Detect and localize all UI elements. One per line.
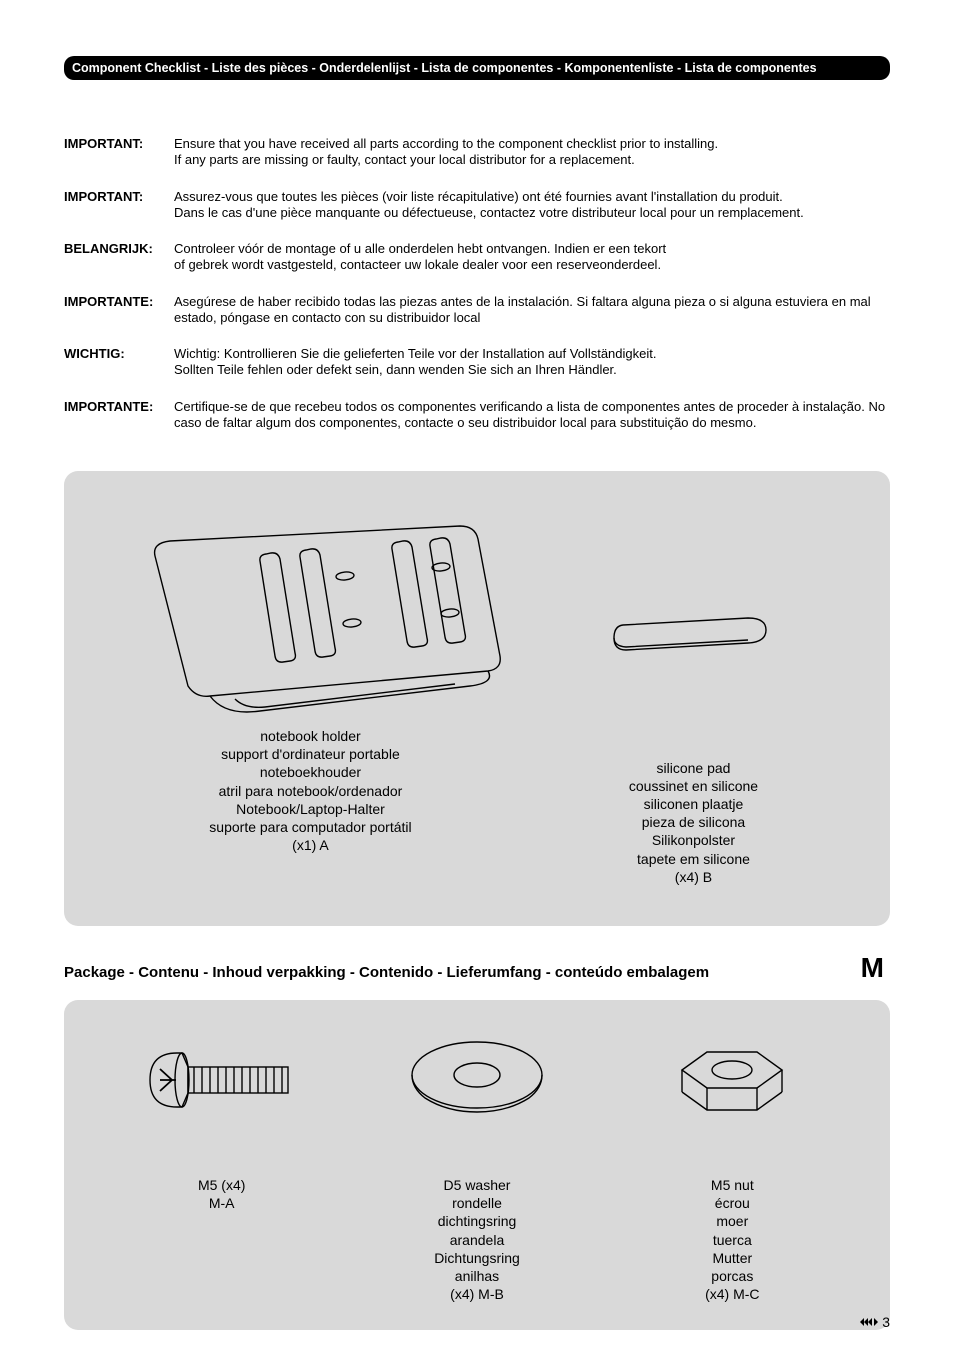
screw-icon [132, 1020, 312, 1140]
important-notice: IMPORTANTE:Certifique-se de que recebeu … [64, 399, 890, 432]
important-label: IMPORTANT: [64, 189, 174, 222]
important-notice: BELANGRIJK:Controleer vóór de montage of… [64, 241, 890, 274]
page-number-text: 3 [882, 1314, 890, 1330]
important-text: Wichtig: Kontrollieren Sie die geliefert… [174, 346, 890, 379]
important-text: Certifique-se de que recebeu todos os co… [174, 399, 890, 432]
component-mb: D5 washer rondelle dichtingsring arandel… [349, 1020, 604, 1310]
important-label: IMPORTANTE: [64, 399, 174, 432]
component-a-label: notebook holder support d'ordinateur por… [209, 727, 411, 854]
section-m-title: Package - Contenu - Inhoud verpakking - … [64, 964, 861, 981]
components-panel-1: notebook holder support d'ordinateur por… [64, 471, 890, 926]
component-a: notebook holder support d'ordinateur por… [94, 501, 527, 886]
important-label: IMPORTANT: [64, 136, 174, 169]
component-b: silicone pad coussinet en silicone silic… [527, 501, 860, 886]
component-mc-label: M5 nut écrou moer tuerca Mutter porcas (… [705, 1176, 759, 1303]
header-bar: Component Checklist - Liste des pièces -… [64, 56, 890, 80]
page-arrow-icon [860, 1316, 880, 1328]
component-mb-label: D5 washer rondelle dichtingsring arandel… [434, 1176, 520, 1303]
important-text: Asegúrese de haber recibido todas las pi… [174, 294, 890, 327]
important-label: WICHTIG: [64, 346, 174, 379]
important-notice: IMPORTANT:Assurez-vous que toutes les pi… [64, 189, 890, 222]
important-notice: IMPORTANTE:Asegúrese de haber recibido t… [64, 294, 890, 327]
nut-icon [652, 1020, 812, 1140]
important-text: Controleer vóór de montage of u alle ond… [174, 241, 890, 274]
important-text: Ensure that you have received all parts … [174, 136, 890, 169]
components-panel-2: M5 (x4) M-A D5 washer rondelle dichtings… [64, 1000, 890, 1330]
washer-icon [397, 1020, 557, 1140]
component-ma: M5 (x4) M-A [94, 1020, 349, 1310]
important-label: BELANGRIJK: [64, 241, 174, 274]
component-ma-label: M5 (x4) M-A [198, 1176, 245, 1212]
section-m-title-row: Package - Contenu - Inhoud verpakking - … [64, 952, 890, 984]
notices-section: IMPORTANT:Ensure that you have received … [64, 136, 890, 431]
important-notice: WICHTIG:Wichtig: Kontrollieren Sie die g… [64, 346, 890, 379]
component-b-label: silicone pad coussinet en silicone silic… [629, 759, 758, 886]
notebook-holder-icon [100, 501, 520, 721]
important-notice: IMPORTANT:Ensure that you have received … [64, 136, 890, 169]
page-number: 3 [860, 1314, 890, 1330]
component-mc: M5 nut écrou moer tuerca Mutter porcas (… [605, 1020, 860, 1310]
section-m-letter: M [861, 952, 890, 984]
important-text: Assurez-vous que toutes les pièces (voir… [174, 189, 890, 222]
silicone-pad-icon [608, 501, 778, 699]
important-label: IMPORTANTE: [64, 294, 174, 327]
